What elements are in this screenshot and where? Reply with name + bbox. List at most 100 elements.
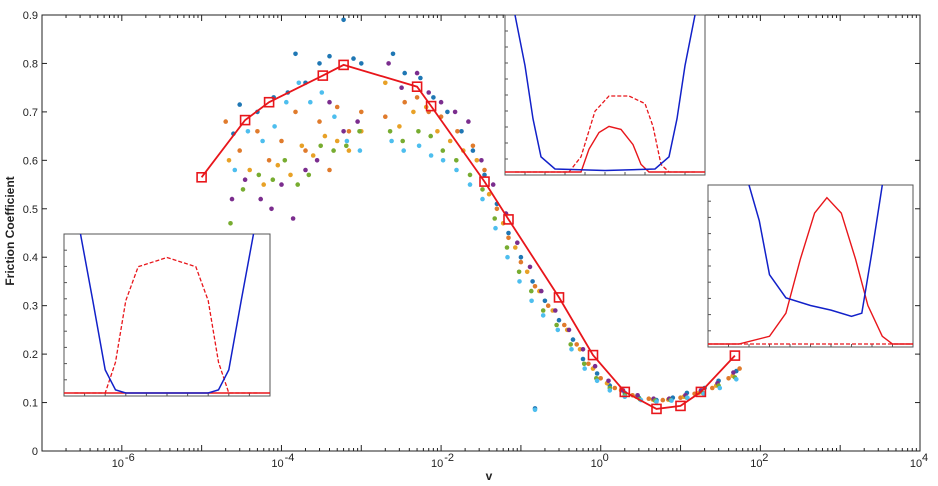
scatter-point bbox=[245, 129, 251, 134]
scatter-point bbox=[295, 182, 301, 187]
scatter-point bbox=[660, 397, 666, 403]
scatter-point bbox=[612, 385, 618, 391]
scatter-point bbox=[261, 182, 267, 187]
scatter-point bbox=[467, 182, 473, 187]
x-axis-label: v bbox=[486, 469, 493, 483]
x-tick-exponent: 4 bbox=[922, 452, 928, 464]
scatter-point bbox=[445, 109, 450, 115]
scatter-point bbox=[383, 80, 388, 86]
scatter-point bbox=[492, 216, 498, 221]
model-marker bbox=[619, 386, 631, 398]
scatter-point bbox=[532, 407, 538, 413]
inset-red-dashed-curve bbox=[74, 256, 260, 394]
x-tick-label: 10 bbox=[112, 458, 124, 470]
scatter-point bbox=[717, 385, 723, 391]
scatter-point bbox=[431, 95, 436, 100]
scatter-point bbox=[303, 148, 308, 153]
scatter-point bbox=[334, 104, 340, 110]
scatter-point bbox=[240, 187, 246, 192]
scatter-point bbox=[319, 90, 325, 95]
scatter-point bbox=[731, 370, 736, 375]
scatter-point bbox=[482, 172, 487, 178]
inset-red-solid-curve bbox=[505, 125, 705, 173]
scatter-point bbox=[327, 53, 332, 59]
scatter-point bbox=[479, 158, 484, 163]
y-tick-label: 0.2 bbox=[23, 349, 38, 361]
model-marker bbox=[263, 96, 275, 108]
scatter-point bbox=[540, 308, 546, 313]
scatter-point bbox=[737, 366, 742, 371]
scatter-point bbox=[486, 191, 492, 197]
scatter-point bbox=[654, 399, 659, 404]
y-tick-label: 0 bbox=[32, 446, 38, 458]
y-tick-label: 0.6 bbox=[23, 155, 38, 167]
inset-frame bbox=[707, 184, 914, 348]
scatter-point bbox=[447, 138, 453, 144]
y-tick-label: 0.9 bbox=[23, 10, 38, 22]
scatter-point bbox=[470, 143, 476, 149]
scatter-point bbox=[607, 388, 613, 393]
scatter-point bbox=[288, 172, 293, 178]
model-marker bbox=[411, 81, 423, 92]
scatter-point bbox=[470, 148, 476, 153]
scatter-point bbox=[228, 221, 233, 226]
model-marker bbox=[587, 349, 599, 361]
scatter-point bbox=[568, 342, 573, 347]
scatter-point bbox=[411, 109, 416, 115]
scatter-point bbox=[284, 99, 289, 105]
scatter-point bbox=[459, 129, 464, 134]
scatter-point bbox=[580, 347, 586, 352]
inset-frame bbox=[63, 233, 271, 397]
model-line bbox=[200, 63, 736, 410]
scatter-point bbox=[555, 327, 561, 333]
scatter-point bbox=[397, 124, 402, 129]
scatter-point bbox=[455, 129, 460, 134]
y-tick-label: 0.5 bbox=[23, 204, 38, 216]
scatter-point bbox=[344, 143, 349, 149]
scatter-point bbox=[387, 129, 393, 134]
scatter-point bbox=[454, 158, 459, 163]
scatter-point bbox=[341, 17, 346, 23]
scatter-point bbox=[359, 61, 364, 66]
scatter-point bbox=[545, 303, 551, 309]
scatter-point bbox=[438, 99, 444, 105]
scatter-point bbox=[331, 148, 336, 153]
model-marker bbox=[196, 172, 207, 183]
x-tick-exponent: -2 bbox=[444, 452, 454, 464]
scatter-point bbox=[386, 61, 391, 66]
scatter-point bbox=[474, 158, 480, 163]
x-tick-exponent: -4 bbox=[285, 452, 295, 464]
scatter-point bbox=[293, 51, 298, 57]
model-marker bbox=[695, 386, 707, 398]
scatter-point bbox=[357, 148, 363, 153]
scatter-point bbox=[530, 279, 535, 284]
y-ticks: 0 0.1 0.2 0.3 0.4 0.5 0.6 0.7 0.8 0.9 bbox=[23, 10, 920, 458]
scatter-point bbox=[355, 119, 360, 124]
x-tick-exponent: 0 bbox=[603, 452, 609, 464]
model-marker bbox=[553, 292, 565, 303]
x-tick-label: 10 bbox=[271, 458, 283, 470]
scatter-point bbox=[332, 114, 337, 119]
y-tick-label: 0.1 bbox=[23, 398, 38, 410]
model-marker bbox=[729, 350, 741, 361]
scatter-point bbox=[258, 196, 264, 202]
scatter-point bbox=[351, 56, 356, 61]
x-tick-exponent: -6 bbox=[125, 452, 135, 464]
scatter-point bbox=[594, 378, 600, 384]
scatter-point bbox=[247, 167, 252, 173]
scatter-point bbox=[494, 206, 500, 212]
model-marker bbox=[317, 70, 329, 81]
scatter-point bbox=[517, 279, 522, 284]
scatter-point bbox=[542, 298, 548, 304]
scatter-point bbox=[440, 158, 446, 163]
x-tick-label: 10 bbox=[431, 458, 443, 470]
scatter-point bbox=[592, 363, 598, 369]
scatter-point bbox=[569, 347, 574, 352]
scatter-point bbox=[553, 308, 558, 313]
scatter-point bbox=[317, 119, 322, 124]
scatter-point bbox=[482, 167, 487, 173]
scatter-point bbox=[580, 356, 586, 362]
scatter-point bbox=[669, 398, 674, 403]
scatter-point bbox=[308, 99, 313, 105]
